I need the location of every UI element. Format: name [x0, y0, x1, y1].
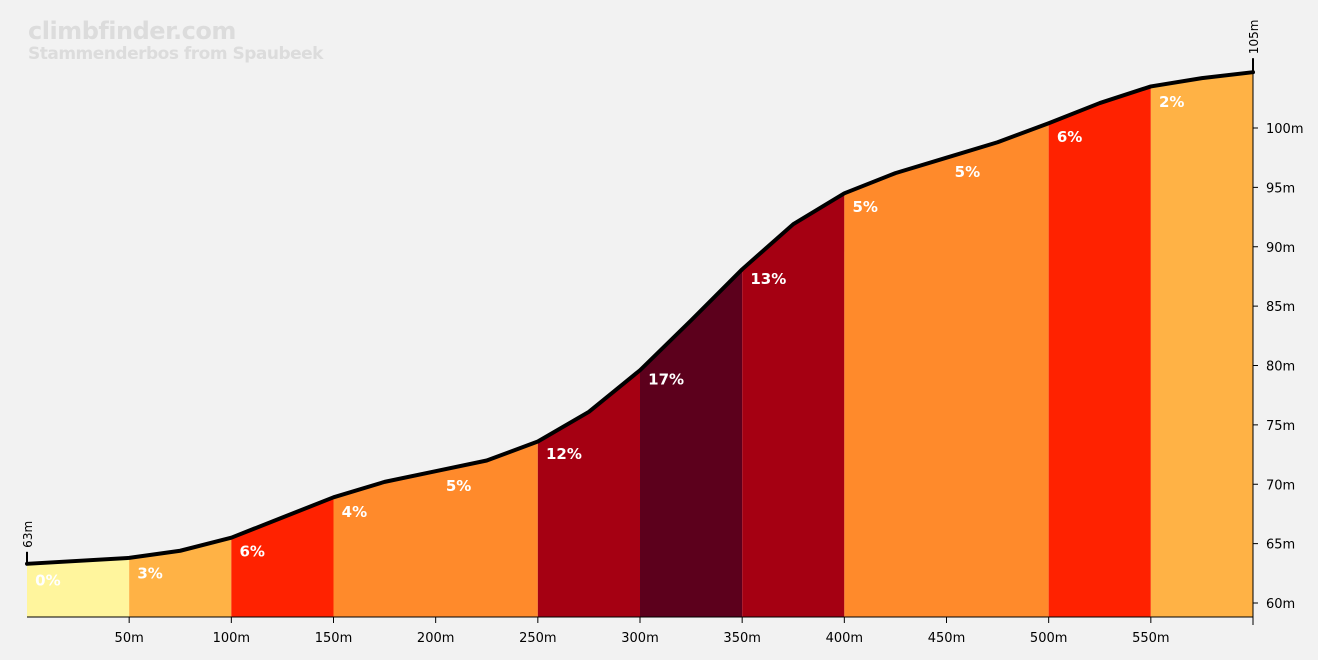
segment-fill	[333, 441, 538, 617]
brand-watermark: climbfinder.com Stammenderbos from Spaub…	[28, 18, 323, 64]
y-tick-label: 70m	[1266, 478, 1295, 493]
start-elevation-label: 63m	[21, 521, 35, 548]
grade-label: 6%	[240, 542, 265, 560]
x-tick-label: 550m	[1132, 631, 1169, 646]
x-tick-label: 350m	[723, 631, 760, 646]
segment-fill	[27, 557, 130, 617]
segment-fill	[742, 193, 845, 617]
grade-label: 6%	[1057, 128, 1082, 146]
segment-fill	[537, 370, 640, 617]
y-tick-label: 80m	[1266, 360, 1295, 375]
segment-fill	[1048, 86, 1151, 617]
grade-label: 12%	[546, 445, 582, 463]
grade-label: 5%	[853, 198, 878, 216]
segment-fill	[844, 123, 1049, 617]
climb-name: Stammenderbos from Spaubeek	[28, 44, 323, 64]
y-tick-label: 60m	[1266, 597, 1295, 612]
y-tick-label: 100m	[1266, 122, 1303, 137]
profile-line	[25, 70, 1255, 566]
x-tick-label: 400m	[826, 631, 863, 646]
x-tick-label: 100m	[213, 631, 250, 646]
grade-label: 5%	[446, 477, 471, 495]
x-tick-label: 200m	[417, 631, 454, 646]
grade-label: 5%	[955, 163, 980, 181]
y-tick-label: 95m	[1266, 181, 1295, 196]
grade-label: 3%	[137, 565, 162, 583]
y-tick-label: 75m	[1266, 419, 1295, 434]
segment-fill	[129, 537, 232, 617]
site-name: climbfinder.com	[28, 17, 236, 45]
x-tick-label: 150m	[315, 631, 352, 646]
end-elevation-label: 105m	[1247, 20, 1261, 55]
x-tick-label: 250m	[519, 631, 556, 646]
grade-label: 13%	[750, 270, 786, 288]
grade-label: 17%	[648, 370, 684, 388]
segment-fill	[640, 269, 743, 617]
segment-fill	[231, 497, 334, 617]
grade-label: 0%	[35, 571, 60, 589]
y-tick-label: 90m	[1266, 241, 1295, 256]
x-tick-label: 300m	[621, 631, 658, 646]
segment-fill	[1150, 72, 1253, 617]
y-tick-label: 85m	[1266, 300, 1295, 315]
y-tick-label: 65m	[1266, 538, 1295, 553]
x-tick-label: 50m	[115, 631, 144, 646]
x-tick-label: 500m	[1030, 631, 1067, 646]
grade-label: 4%	[342, 503, 367, 521]
x-tick-label: 450m	[928, 631, 965, 646]
grade-label: 2%	[1159, 93, 1184, 111]
